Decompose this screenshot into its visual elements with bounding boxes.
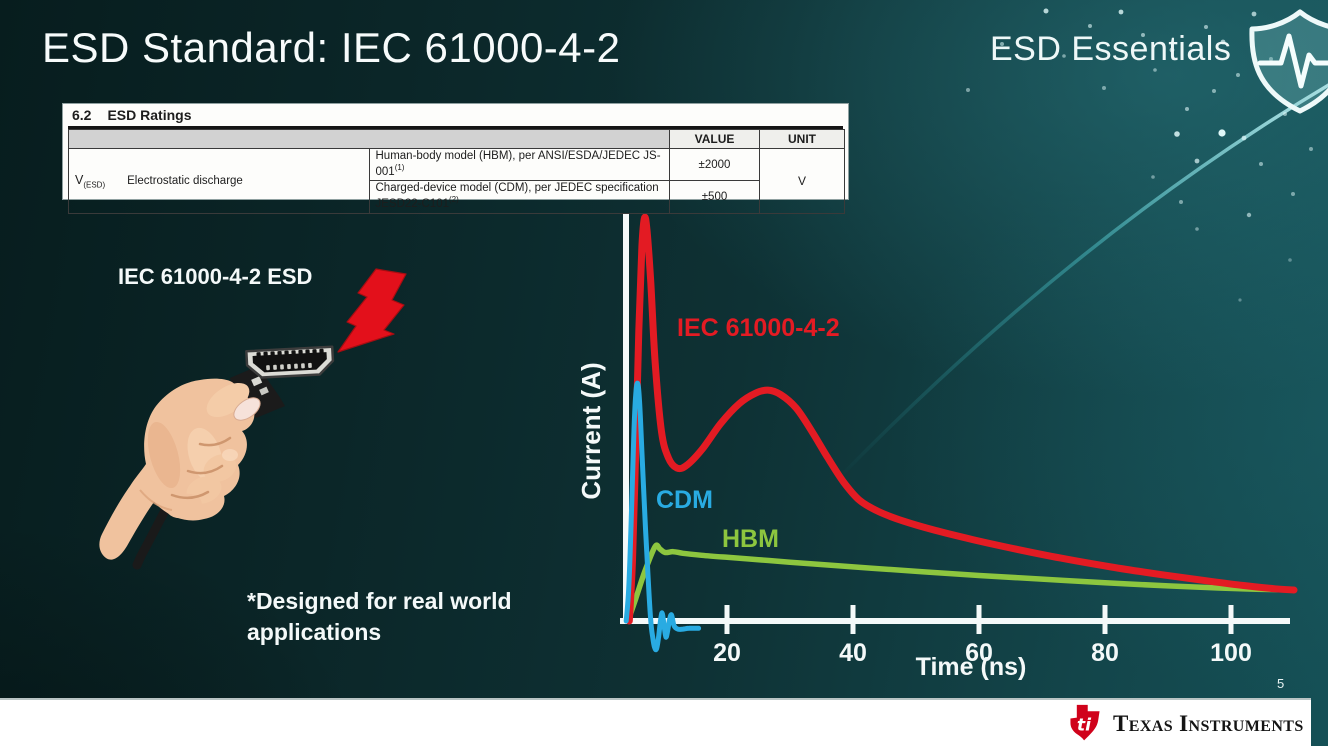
table-section-title: 6.2 ESD Ratings xyxy=(72,107,191,123)
footnote-text: *Designed for real world applications xyxy=(247,588,512,646)
title-rule xyxy=(68,126,843,129)
parameter-name: Electrostatic discharge xyxy=(127,174,243,187)
connector-neck xyxy=(230,366,285,418)
neck-detail xyxy=(251,376,263,387)
hand xyxy=(99,378,261,560)
cdm-description: Charged-device model (CDM), per JEDEC sp… xyxy=(375,182,659,211)
footer-bar: ti Texas Instruments xyxy=(0,698,1311,746)
y-axis-label: Current (A) xyxy=(576,362,606,500)
x-tick-label: 60 xyxy=(965,639,993,667)
ti-logo-icon: ti xyxy=(1070,704,1100,741)
symbol: V xyxy=(75,172,84,187)
page-number: 5 xyxy=(1277,676,1285,691)
hbm-description: Human-body model (HBM), per ANSI/ESDA/JE… xyxy=(375,150,661,179)
x-tick-label: 100 xyxy=(1210,639,1252,667)
header-unit: UNIT xyxy=(759,129,845,149)
illustration-label: IEC 61000-4-2 ESD xyxy=(118,264,313,289)
unit-cell: V xyxy=(759,148,845,214)
footnote-ref: (1) xyxy=(394,163,405,173)
footnote-ref: (2) xyxy=(449,195,459,205)
x-tick-marks: 20 40 60 80 100 xyxy=(713,605,1252,667)
header-empty-cell xyxy=(68,129,670,149)
program-badge: ESD Essentials xyxy=(990,30,1232,68)
series-curve-cdm xyxy=(623,380,702,653)
cdm-description-cell: Charged-device model (CDM), per JEDEC sp… xyxy=(368,180,670,214)
brand-wordmark: Texas Instruments xyxy=(1113,711,1304,736)
page-title: ESD Standard: IEC 61000-4-2 xyxy=(42,24,621,71)
cdm-value: ±500 xyxy=(669,180,760,214)
hand-holding-connector-illustration xyxy=(99,268,407,570)
ratings-grid: VALUE UNIT V(ESD) Electrostatic discharge… xyxy=(68,129,845,214)
section-number: 6.2 xyxy=(72,107,92,123)
fingernail xyxy=(233,397,261,421)
header-value: VALUE xyxy=(669,129,760,149)
comet-streak xyxy=(833,83,1328,484)
series-label-iec: IEC 61000-4-2 xyxy=(677,314,840,342)
hbm-description-cell: Human-body model (HBM), per ANSI/ESDA/JE… xyxy=(368,147,670,182)
ti-logo-lockup: ti Texas Instruments xyxy=(1066,703,1304,745)
hdmi-connector-icon xyxy=(245,345,335,379)
chart-series xyxy=(623,213,1298,653)
table-header-row: VALUE UNIT xyxy=(68,129,845,149)
symbol-subscript: (ESD) xyxy=(83,179,106,189)
series-curve-hbm xyxy=(625,542,1297,624)
x-axis-label: Time (ns) xyxy=(915,653,1027,681)
esd-essentials-shield-icon xyxy=(1249,9,1328,114)
series-label-hbm: HBM xyxy=(722,525,779,553)
hbm-value: ±2000 xyxy=(669,147,760,182)
series-curve-iec-61000-4-2 xyxy=(625,213,1298,625)
table-row: V(ESD) Electrostatic discharge Human-body… xyxy=(68,147,845,214)
svg-text:ti: ti xyxy=(1077,715,1092,735)
section-name: ESD Ratings xyxy=(107,107,192,123)
esd-waveform-chart: 20 40 60 80 100 xyxy=(620,213,1298,667)
esd-ratings-table: 6.2 ESD Ratings VALUE UNIT V(ESD) Electros… xyxy=(62,103,849,214)
neck-detail xyxy=(259,386,269,396)
x-tick-label: 80 xyxy=(1091,639,1119,667)
series-label-cdm: CDM xyxy=(656,486,713,514)
table-row: Charged-device model (CDM), per JEDEC sp… xyxy=(69,180,845,214)
x-tick-label: 40 xyxy=(839,639,867,667)
star-field xyxy=(966,8,1313,302)
parameter-cell: V(ESD) Electrostatic discharge xyxy=(68,148,370,214)
lightning-bolt-icon xyxy=(337,268,407,353)
x-tick-label: 20 xyxy=(713,639,741,667)
